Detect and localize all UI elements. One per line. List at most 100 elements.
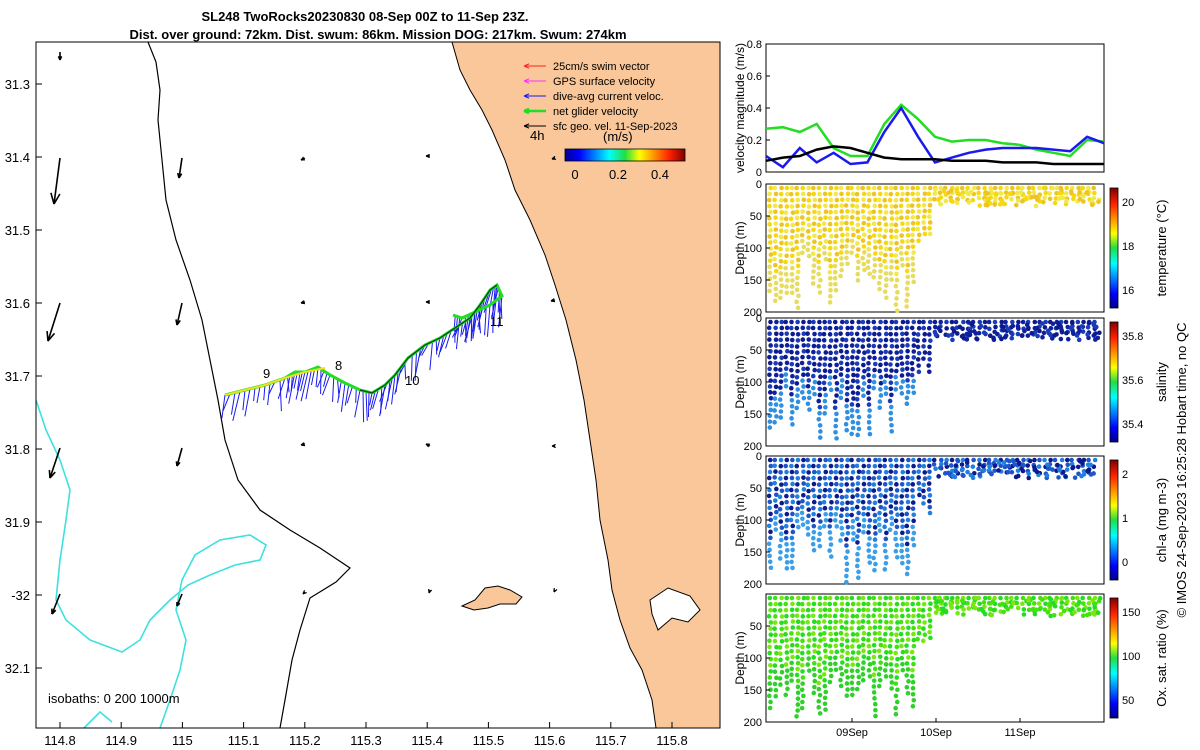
profile-sample	[817, 404, 823, 410]
profile-sample	[766, 523, 772, 529]
profile-sample	[795, 684, 801, 690]
profile-surface-sample	[1052, 200, 1058, 206]
profile-sample	[900, 343, 905, 349]
profile-sample	[844, 463, 850, 469]
profile-sample	[778, 277, 784, 282]
profile-sample	[888, 601, 893, 607]
profile-sample	[810, 607, 816, 613]
profile-sample	[894, 488, 900, 493]
profile-surface-sample	[1097, 595, 1103, 601]
profile-sample	[938, 185, 943, 191]
profile-sample	[795, 269, 801, 275]
profile-sample	[1092, 190, 1097, 196]
profile-sample	[843, 668, 849, 674]
profile-sample	[823, 517, 829, 523]
profile-sample	[800, 378, 805, 383]
profile-sample	[811, 499, 817, 505]
profile-sample	[873, 361, 878, 367]
profile-sample	[878, 350, 884, 355]
profile-sample	[899, 457, 905, 463]
profile-sample	[854, 613, 860, 619]
profile-sample	[828, 294, 833, 299]
profile-sample	[932, 595, 938, 601]
profile-sample	[1059, 604, 1064, 610]
profile-sample	[871, 488, 877, 493]
profile-sample	[849, 343, 855, 348]
profile-sample	[861, 648, 866, 654]
profile-sample	[838, 677, 843, 683]
lat-tick-label: 32.1	[5, 661, 30, 676]
profile-sample	[854, 463, 860, 469]
profile-sample	[911, 355, 917, 360]
profile-sample	[916, 232, 922, 238]
profile-sample	[845, 238, 850, 243]
profile-sample	[926, 369, 932, 375]
profile-sample	[795, 203, 800, 209]
profile-surface-sample	[1070, 320, 1075, 326]
profile-sample	[766, 325, 772, 331]
profile-surface-sample	[1072, 475, 1078, 480]
profile-sample	[772, 396, 778, 401]
profile-sample	[921, 325, 927, 331]
profile-surface-sample	[1002, 464, 1008, 470]
profile-surface-sample	[1034, 197, 1040, 202]
profile-sample	[828, 350, 833, 356]
profile-sample	[861, 381, 867, 386]
profile-sample	[871, 185, 877, 191]
profile-sample	[801, 492, 806, 498]
profile-sample	[911, 331, 917, 337]
profile-sample	[904, 286, 910, 292]
profile-sample	[898, 506, 904, 511]
profile-sample	[1009, 196, 1014, 202]
geo-velocity-arrow	[176, 593, 183, 607]
profile-sample	[944, 319, 949, 325]
profile-sample	[856, 426, 862, 432]
profile-sample	[806, 650, 811, 655]
profile-sample	[794, 381, 800, 386]
profile-sample	[883, 337, 889, 343]
profile-sample	[788, 505, 794, 511]
profile-sample	[783, 259, 788, 265]
profile-sample	[855, 265, 861, 271]
profile-sample	[832, 269, 838, 275]
profile-sample	[790, 547, 795, 553]
profile-sample	[894, 216, 900, 221]
profile-sample	[927, 197, 933, 202]
velocity-series-2	[765, 145, 1104, 166]
profile-surface-sample	[1068, 326, 1074, 331]
profile-surface-sample	[1058, 336, 1064, 342]
profile-sample	[768, 481, 774, 487]
profile-sample	[900, 331, 905, 337]
profile-sample	[911, 457, 916, 463]
profile-sample	[883, 367, 889, 373]
profile-sample	[898, 385, 904, 390]
profile-sample	[909, 203, 915, 208]
profile-surface-sample	[1074, 603, 1080, 608]
profile-surface-sample	[1019, 333, 1025, 338]
profile-ytick-label: 0	[756, 313, 762, 325]
profile-sample	[893, 283, 899, 289]
profile-sample	[845, 325, 850, 331]
profile-sample	[806, 185, 811, 191]
profile-sample	[810, 251, 816, 256]
profile-colorbar-label: Ox. sat. ratio (%)	[1154, 609, 1169, 707]
geo-velocity-arrow-small-head	[300, 442, 306, 447]
profile-sample	[911, 197, 917, 203]
profile-sample	[906, 457, 911, 463]
profile-sample	[959, 185, 965, 191]
profile-sample	[834, 393, 839, 398]
profile-sample	[1020, 595, 1026, 601]
profile-sample	[838, 683, 844, 689]
profile-sample	[932, 191, 938, 196]
profile-sample	[861, 636, 866, 642]
profile-sample	[887, 246, 893, 252]
profile-sample	[1015, 185, 1021, 191]
profile-sample	[860, 255, 865, 261]
profile-sample	[855, 557, 860, 563]
profile-surface-sample	[970, 602, 976, 608]
profile-sample	[878, 262, 884, 268]
profile-sample	[1041, 330, 1047, 336]
profile-sample	[806, 613, 811, 619]
profile-sample	[905, 607, 910, 613]
profile-sample	[871, 319, 877, 325]
